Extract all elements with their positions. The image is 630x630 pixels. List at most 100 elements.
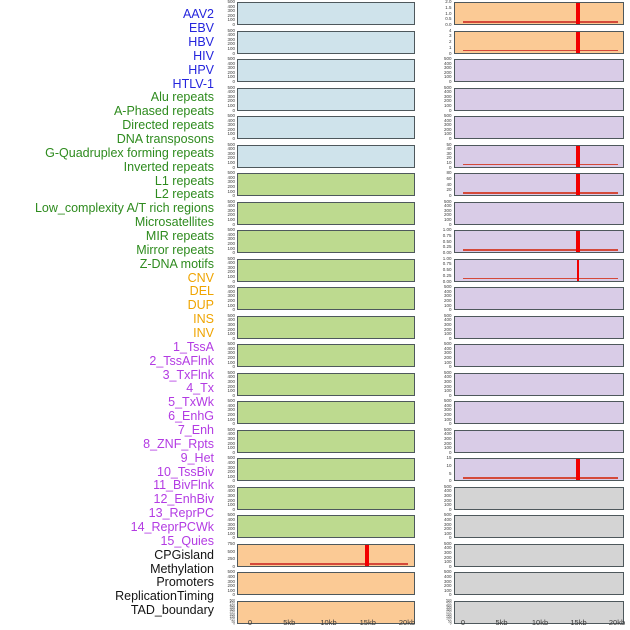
y-tick-label: 300 [443,64,452,70]
y-tick-label: 500 [443,112,452,118]
y-tick-label: 300 [227,122,235,128]
y-tick-label: 400 [227,260,235,266]
y-tick-label: 500 [443,198,452,204]
y-tick-label: 1.0 [445,10,452,16]
y-tick-label: 500 [443,483,452,489]
y-tick-label: 10 [446,462,452,468]
y-tick-label: 250 [227,555,235,561]
y-tick-label: 0 [233,621,235,626]
y-tick-label: 100 [227,330,235,336]
y-axis-ticks-right-r1: 2.0 1.5 1.0 0.5 0.0 [438,0,453,27]
y-tick-label: 300 [443,578,452,584]
panel-right-r19 [453,515,624,539]
y-tick-label: 400 [227,174,235,180]
row-label-l1-repeats: L1 repeats [154,173,214,188]
y-tick-label: 500 [227,141,235,147]
panel-right-r14 [453,372,624,396]
y-tick-label: 0 [232,335,235,341]
y-tick-label: 0 [448,563,452,569]
y-tick-label: 350 [446,605,452,610]
y-axis-ticks-right-r13: 500 400 300 200 100 0 [438,340,453,369]
panel-left-r12 [237,315,415,339]
panel-left-r19 [237,515,415,539]
y-tick-label: 100 [443,587,452,593]
panel-right-r11 [453,287,624,311]
row-label-del: DEL [189,284,214,299]
y-tick-label: 250 [446,609,452,614]
y-tick-label: 100 [227,530,235,536]
y-tick-label: 500 [227,84,235,90]
y-tick-label: 500 [443,340,452,346]
insertion-site-marker [365,544,370,566]
y-tick-label: 0.75 [442,261,452,267]
y-tick-label: 400 [443,573,452,579]
y-tick-label: 400 [443,345,452,351]
y-tick-label: 500 [227,369,235,375]
y-tick-label: 200 [443,69,452,75]
y-tick-label: 5 [448,470,452,476]
y-tick-label: 100 [443,330,452,336]
panel-left-r15 [237,401,415,425]
y-tick-label: 0 [448,363,452,369]
y-tick-label: 100 [227,159,235,165]
y-axis-ticks-left-r8: 500 400 300 200 100 0 [221,199,236,227]
row-label-1-tssa: 1_TssA [173,339,214,354]
y-tick-label: 500 [227,512,235,518]
y-tick-label: 200 [227,582,235,588]
y-tick-label: 200 [227,98,235,104]
y-tick-label: 100 [227,416,235,422]
y-tick-label: 200 [227,354,235,360]
y-tick-label: 100 [443,559,452,565]
panel-left-r8 [237,201,415,225]
y-tick-label: 0 [448,449,452,455]
y-tick-label: 300 [227,350,235,356]
row-label-3-txflnk: 3_TxFlnk [162,367,214,382]
panel-right-r12 [453,315,624,339]
y-tick-label: 300 [227,207,235,213]
x-tick-label-left-0: 0 [247,617,253,627]
panel-right-r6 [453,144,624,168]
y-axis-ticks-left-r15: 500 400 300 200 100 0 [221,398,236,425]
y-tick-label: 0 [232,478,235,484]
signal-baseline [462,21,618,23]
y-axis-ticks-right-r20: 500 400 300 200 100 0 [438,541,453,569]
panel-left-r7 [237,173,415,197]
y-axis-ticks-left-r5: 500 400 300 200 100 0 [221,113,236,140]
row-label-ins: INS [193,312,214,327]
y-tick-label: 0.0 [445,21,452,27]
y-tick-label: 0 [232,221,235,227]
y-tick-label: 4 [448,27,452,33]
y-tick-label: 500 [443,369,452,375]
y-tick-label: 400 [443,488,452,494]
y-tick-label: 100 [227,102,235,108]
y-tick-label: 0 [449,621,452,626]
y-tick-label: 500 [443,512,452,518]
y-tick-label: 0.5 [445,16,452,21]
y-tick-label: 300 [227,93,235,99]
panel-right-r18 [453,486,624,510]
y-axis-ticks-right-r6: 50 40 30 20 10 0 [438,142,453,169]
insertion-site-marker [577,259,579,281]
row-label-7-enh: 7_Enh [177,423,214,437]
y-tick-label: 200 [227,297,235,303]
y-tick-label: 400 [227,31,235,37]
y-tick-label: 400 [227,488,235,494]
panel-right-r5 [453,116,624,140]
panel-right-r8 [453,201,624,225]
y-tick-label: 200 [227,240,235,246]
y-tick-label: 400 [443,117,452,123]
y-tick-label: 0 [232,449,235,455]
y-tick-label: 300 [227,435,235,441]
row-label-15-quies: 15_Quies [160,533,214,548]
insertion-site-marker [576,459,580,481]
y-tick-label: 200 [443,554,452,560]
y-tick-label: 0 [448,335,452,341]
y-axis-ticks-right-r18: 500 400 300 200 100 0 [438,483,453,511]
y-tick-label: 0 [232,164,235,170]
panel-right-r10 [453,258,624,282]
y-tick-label: 200 [227,183,235,189]
y-tick-label: 300 [443,350,452,356]
y-tick-label: 500 [227,55,235,61]
y-tick-label: 100 [227,131,235,137]
insertion-site-marker [576,3,580,24]
